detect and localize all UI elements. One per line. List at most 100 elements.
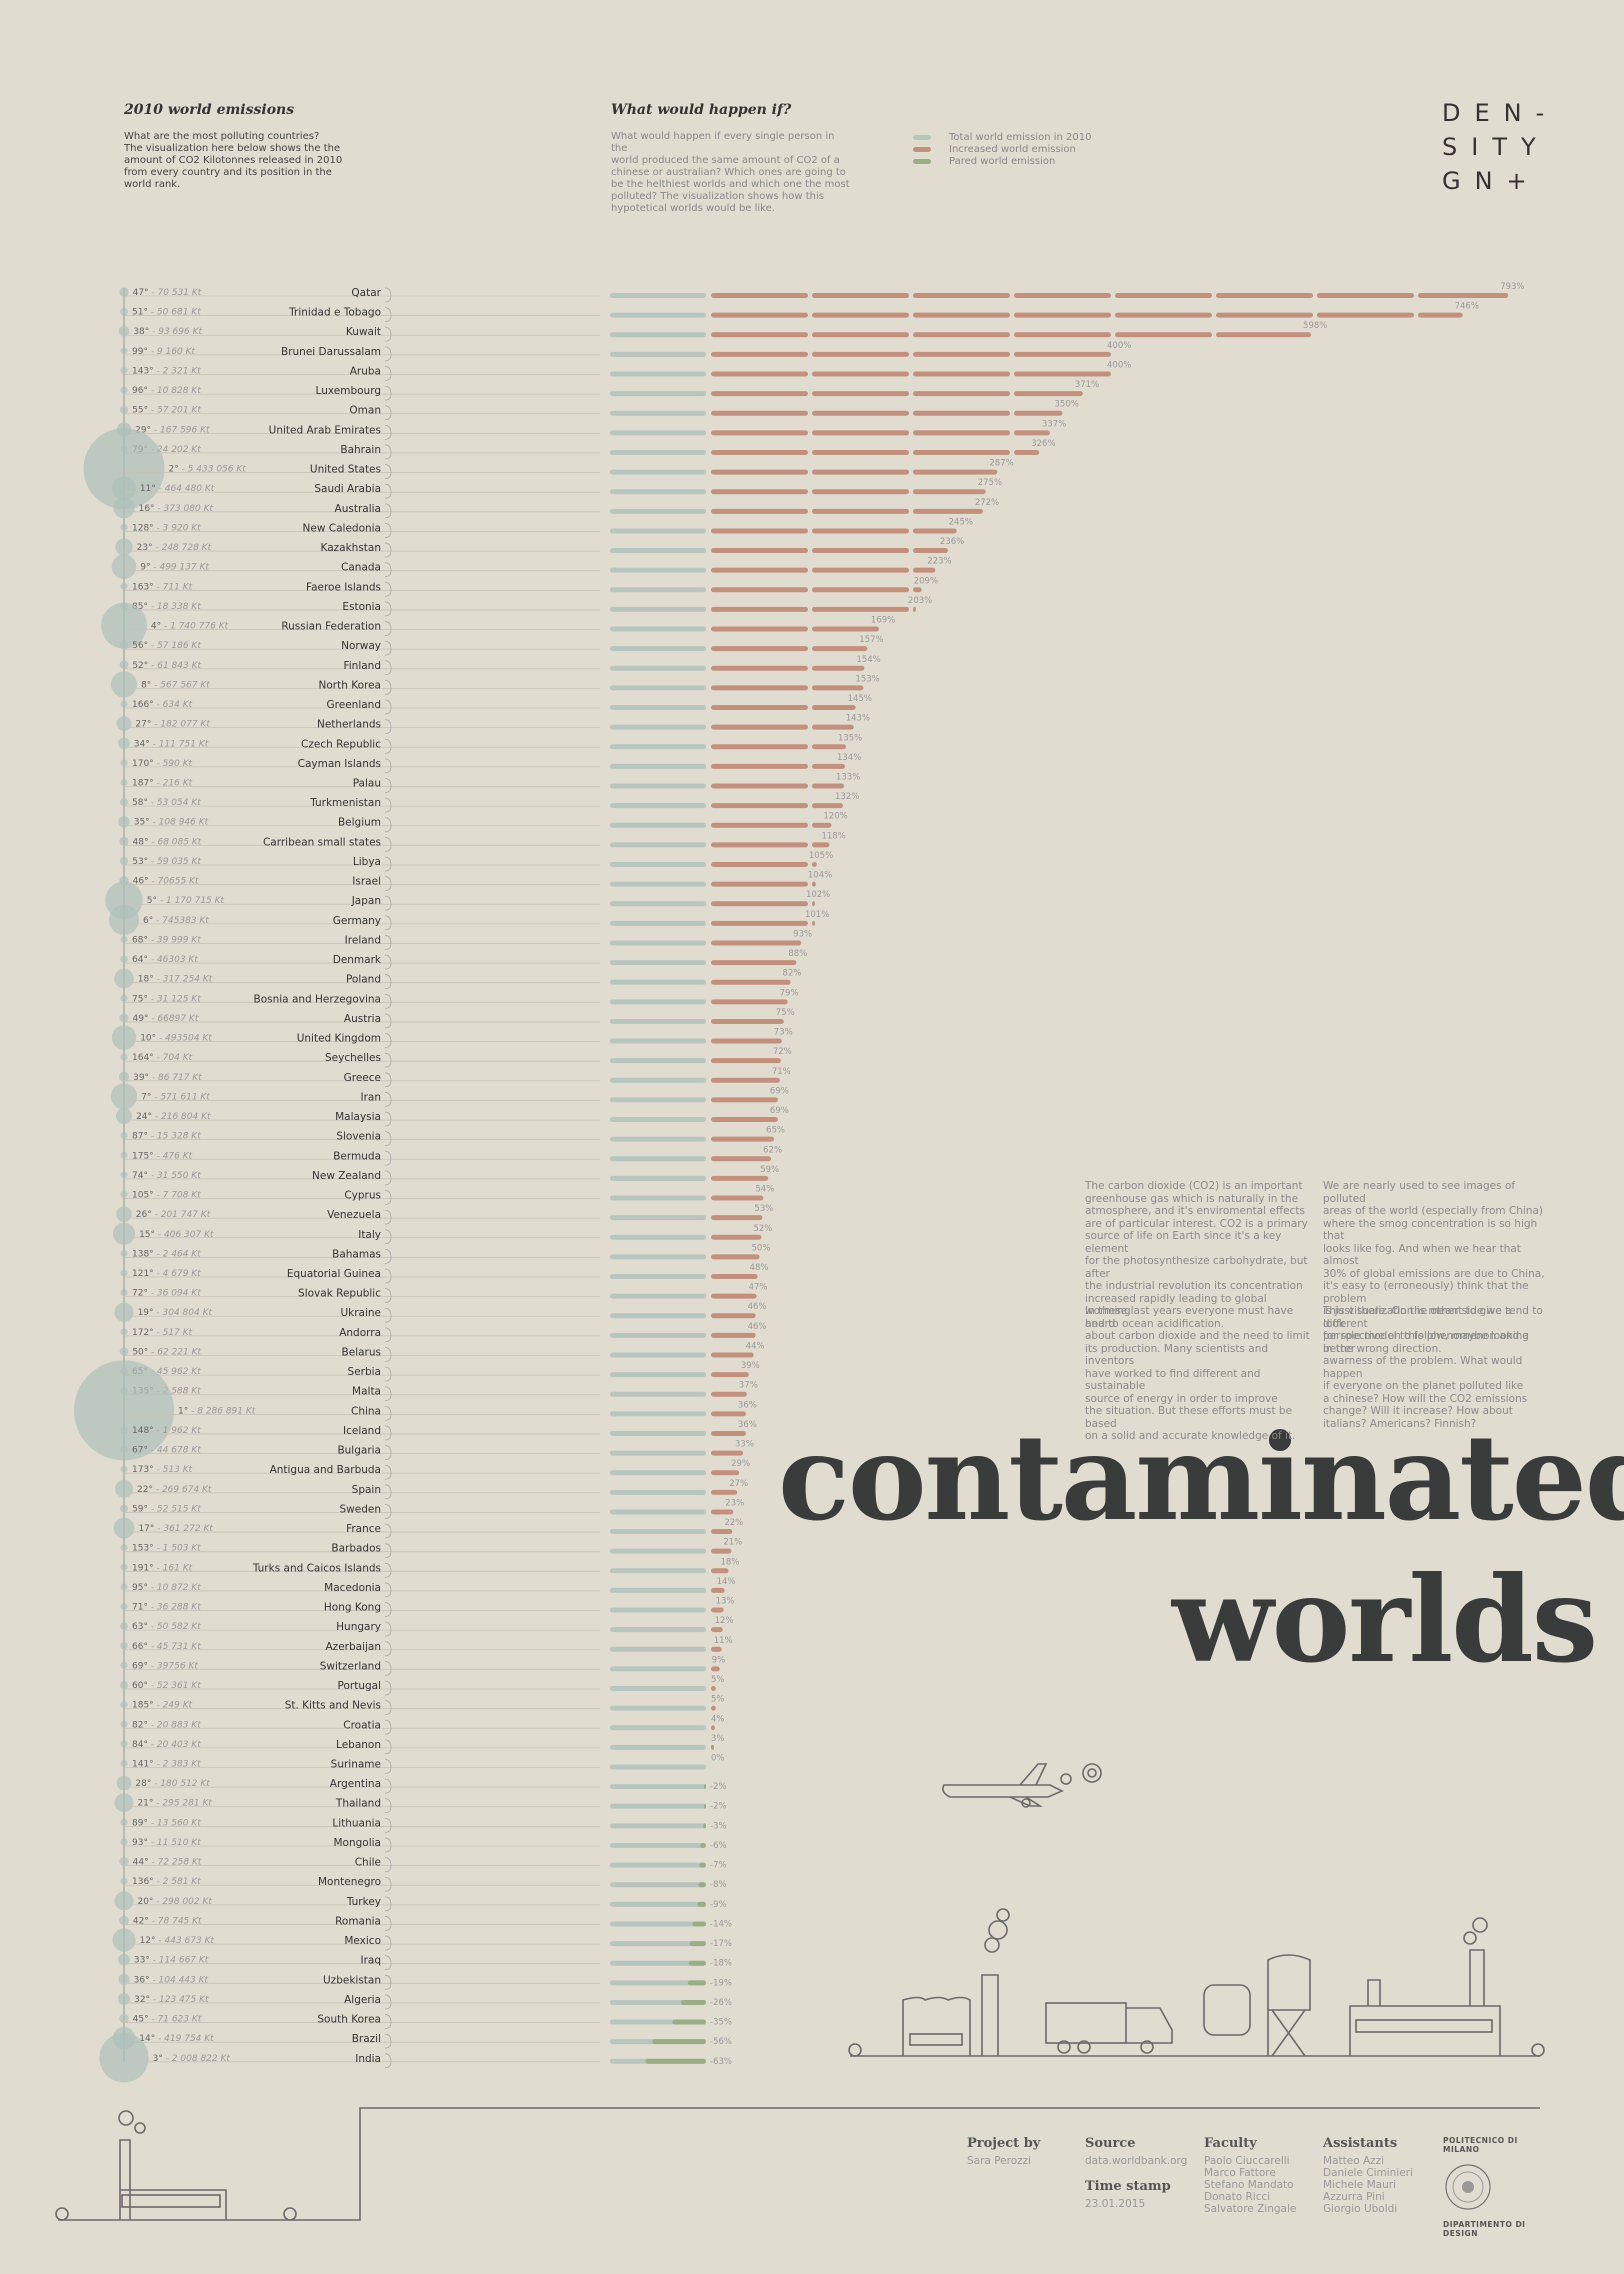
country-bracket [384, 1523, 392, 1539]
rank-label: 72° - 36 094 Kt [132, 1289, 201, 1299]
total-bar [610, 1529, 706, 1535]
country-label: Mongolia [334, 1837, 382, 1849]
rank-number: 82° [132, 1720, 151, 1730]
increase-bar [913, 528, 957, 534]
factory-illustration [848, 1908, 1545, 2057]
percent-label: 326% [1031, 439, 1055, 449]
source-label: Source [1085, 2136, 1136, 2151]
emission-value: - 182 077 Kt [154, 720, 210, 730]
rank-number: 46° [133, 877, 152, 887]
country-bracket [384, 1425, 392, 1441]
total-bar [610, 587, 706, 593]
country-bracket [384, 1543, 392, 1559]
increase-bar [711, 489, 808, 495]
rank-number: 191° [132, 1563, 157, 1573]
pared-bar [704, 1784, 706, 1790]
country-bracket [384, 1327, 392, 1343]
percent-label: 36% [738, 1400, 757, 1410]
percent-label: 245% [949, 517, 973, 527]
country-bracket [384, 1170, 392, 1186]
country-label: Algeria [344, 1994, 381, 2006]
rank-label: 17° - 361 272 Kt [138, 1524, 213, 1534]
increase-bar [711, 1430, 746, 1436]
para-line: have worked to find different and sustai… [1085, 1367, 1261, 1393]
rank-number: 14° [139, 2034, 158, 2044]
rank-number: 60° [132, 1681, 151, 1691]
country-bracket [384, 1033, 392, 1048]
percent-label: 337% [1042, 419, 1066, 429]
percent-label: 223% [927, 557, 951, 567]
emission-value: - 57 201 Kt [151, 406, 201, 416]
para-line: perspective on this phenomenon and a bet… [1323, 1330, 1529, 1355]
country-label: Austria [344, 1013, 381, 1025]
percent-label: -8% [710, 1880, 727, 1890]
rank-label: 8° - 567 567 Kt [141, 680, 210, 690]
rank-label: 185° - 249 Kt [132, 1701, 193, 1711]
percent-label: -35% [710, 2018, 732, 2028]
emission-bubble [119, 2013, 129, 2024]
para-line: The carbon dioxide (CO2) is an important [1085, 1180, 1303, 1192]
pared-bar [700, 1842, 706, 1848]
emission-bubble [114, 1891, 134, 1911]
emission-bubble [120, 1544, 128, 1552]
emission-bubble [120, 1426, 128, 1434]
rank-number: 143° [132, 366, 157, 376]
total-bar [610, 508, 706, 514]
country-label: Palau [353, 778, 381, 790]
emission-bubble [120, 955, 128, 963]
increase-bar [812, 293, 909, 298]
emission-bubble [119, 287, 129, 297]
percent-label: 22% [724, 1518, 743, 1528]
increase-bar [711, 1156, 772, 1162]
increase-bar [812, 646, 868, 652]
emission-value: - 571 611 Kt [154, 1092, 210, 1102]
percent-label: 169% [871, 616, 895, 626]
percent-label: 75% [776, 1008, 795, 1018]
increase-bar [1317, 312, 1414, 318]
emission-bubble [120, 935, 128, 943]
increase-bar [711, 293, 808, 298]
percent-label: 598% [1303, 321, 1327, 331]
country-bracket [384, 993, 392, 1009]
emission-value: - 295 281 Kt [156, 1799, 212, 1809]
para-line: We are nearly used to see images of poll… [1323, 1180, 1516, 1205]
emission-value: - 15 328 Kt [151, 1132, 201, 1142]
intro-line: from every country and its position in t… [124, 167, 332, 178]
total-bar [610, 1489, 706, 1495]
emission-bubble [117, 1992, 131, 2006]
increase-bar [1014, 410, 1063, 416]
country-bracket [384, 778, 392, 793]
increase-bar [711, 1391, 747, 1397]
increase-bar [711, 901, 808, 907]
total-bar [610, 1666, 706, 1672]
total-bar [610, 1960, 706, 1966]
para-line: the situation. But these efforts must be… [1085, 1405, 1293, 1430]
rank-number: 17° [138, 1524, 157, 1534]
emission-value: - 493504 Kt [159, 1034, 212, 1044]
rank-number: 23° [137, 543, 156, 553]
total-bar [610, 528, 706, 534]
increase-bar [812, 391, 909, 397]
rank-number: 96° [132, 386, 151, 396]
total-bar [610, 332, 706, 338]
intro-line: amount of CO2 Kilotonnes released in 201… [124, 155, 343, 166]
percent-label: 62% [763, 1145, 782, 1155]
country-bracket [384, 1092, 392, 1107]
source-link[interactable]: data.worldbank.org [1085, 2155, 1188, 2167]
total-bar [610, 822, 706, 828]
rank-number: 136° [132, 1877, 157, 1887]
percent-label: -7% [710, 1861, 727, 1871]
para-line: a chinese? How will the CO2 emissions [1323, 1392, 1528, 1405]
intro-line: hypotetical worlds would be like. [611, 203, 775, 214]
total-bar [610, 1842, 706, 1848]
emission-value: - 2 581 Kt [157, 1877, 202, 1887]
rank-number: 166° [132, 700, 157, 710]
emission-bubble [118, 1973, 130, 1985]
rank-label: 19° - 304 804 Kt [138, 1308, 213, 1318]
total-bar [610, 1352, 706, 1358]
total-bar [610, 1980, 706, 1986]
increase-bar [812, 587, 909, 593]
emission-value: - 70655 Kt [151, 877, 199, 887]
faculty-name: Donato Ricci [1204, 2191, 1271, 2203]
country-label: Bahrain [340, 444, 381, 456]
